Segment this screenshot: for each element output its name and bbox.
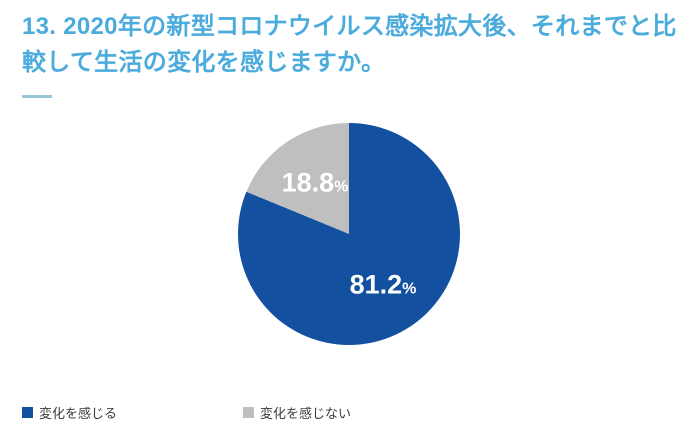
pie-slice-label: 18.8% xyxy=(281,167,349,198)
legend-label: 変化を感じない xyxy=(260,405,352,421)
question-title: 13. 2020年の新型コロナウイルス感染拡大後、それまでと比較して生活の変化を… xyxy=(22,13,677,76)
legend-swatch-gray xyxy=(243,406,254,418)
chart-legend: 変化を感じる 変化を感じない xyxy=(0,404,700,422)
legend-swatch-blue xyxy=(22,406,33,418)
pie-chart: 81.2% 18.8% xyxy=(238,123,460,345)
legend-item-feel-change: 変化を感じる xyxy=(22,404,118,421)
title-underline xyxy=(22,95,52,98)
legend-item-no-change: 変化を感じない xyxy=(243,404,352,421)
pie-slice-label: 81.2% xyxy=(349,269,417,300)
legend-label: 変化を感じる xyxy=(39,405,118,421)
